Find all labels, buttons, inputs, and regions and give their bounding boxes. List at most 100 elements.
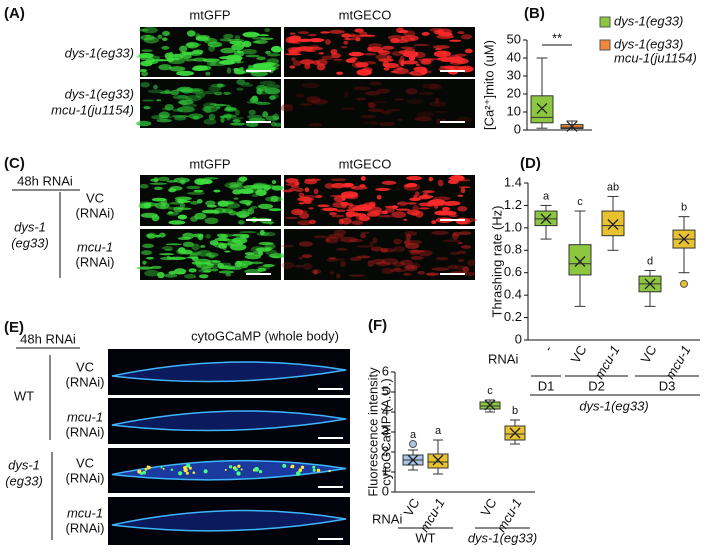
organelle (316, 58, 328, 66)
organelle (223, 33, 234, 39)
organelle (457, 258, 465, 263)
header: 48h RNAi (17, 173, 73, 188)
mean-marker (607, 219, 619, 230)
organelle (313, 269, 319, 275)
organelle (158, 253, 175, 256)
organelle (220, 47, 236, 54)
organelle (138, 52, 154, 58)
organelle (244, 81, 250, 85)
organelle (367, 260, 374, 268)
organelle (429, 101, 447, 107)
organelle (202, 105, 219, 113)
organelle (349, 257, 362, 261)
organelle (243, 32, 261, 37)
organelle (345, 211, 353, 219)
organelle (158, 232, 166, 238)
organelle (239, 231, 257, 234)
organelle (329, 29, 345, 34)
organelle (177, 99, 194, 105)
organelle (140, 250, 153, 256)
organelle (168, 220, 186, 225)
organelle (295, 93, 305, 98)
organelle (354, 28, 364, 33)
signal-spot (224, 468, 227, 471)
organelle (429, 28, 444, 33)
organelle (240, 83, 254, 87)
organelle (268, 208, 282, 212)
organelle (238, 220, 245, 225)
organelle (416, 111, 435, 118)
organelle (332, 58, 344, 61)
organelle (301, 82, 320, 89)
organelle (265, 246, 273, 251)
organelle (239, 66, 244, 71)
organelle (436, 57, 449, 62)
organelle (404, 183, 410, 188)
organelle (261, 221, 275, 224)
organelle (368, 102, 377, 109)
y-tick-label: 1.2 (504, 197, 522, 212)
organelle (383, 67, 390, 71)
organelle (331, 214, 345, 218)
organelle (410, 262, 421, 269)
organelle (308, 123, 323, 127)
organelle (205, 200, 216, 206)
organelle (157, 176, 170, 182)
organelle (360, 233, 366, 239)
organelle (414, 191, 420, 197)
organelle (162, 30, 170, 37)
organelle (458, 231, 472, 236)
organelle (340, 191, 359, 198)
organelle (299, 212, 310, 220)
organelle (308, 219, 317, 225)
organelle (136, 266, 154, 270)
y-tick-label: 1 (382, 463, 389, 478)
organelle (208, 86, 221, 92)
organelle (408, 249, 425, 253)
organelle (265, 115, 280, 121)
organelle (186, 191, 205, 195)
organelle (186, 30, 196, 37)
row-label: (RNAi) (66, 374, 105, 389)
organelle (179, 72, 185, 76)
organelle (247, 207, 255, 215)
panel-label: (F) (368, 317, 387, 334)
organelle (256, 63, 264, 69)
organelle (235, 109, 240, 116)
organelle (442, 239, 460, 243)
organelle (219, 56, 235, 60)
organelle (324, 183, 335, 189)
organelle (369, 81, 382, 86)
organelle (414, 116, 432, 122)
mean-marker (566, 120, 578, 132)
signal-spot (160, 466, 163, 469)
organelle (381, 180, 397, 185)
group-label: dys-1(eg33) (468, 530, 537, 545)
y-axis-label: cytoGCaMP (A.U.) (378, 378, 393, 485)
organelle (136, 120, 152, 127)
organelle (226, 267, 242, 270)
organelle (330, 48, 338, 55)
organelle (247, 114, 263, 119)
organelle (259, 229, 265, 236)
organelle (311, 99, 329, 105)
signal-spot (237, 464, 241, 468)
row-label: (RNAi) (76, 205, 115, 220)
organelle (364, 91, 381, 96)
organelle (355, 37, 361, 42)
organelle (351, 220, 364, 225)
organelle (271, 45, 282, 53)
signal-spot (147, 465, 151, 470)
organelle (214, 237, 230, 242)
organelle (208, 45, 216, 52)
organelle (233, 197, 239, 200)
organelle (160, 256, 175, 261)
organelle (328, 256, 337, 260)
y-axis-label: Fluorescence intensity (365, 367, 380, 497)
organelle (378, 121, 396, 126)
organelle (394, 98, 405, 101)
row-label: (RNAi) (76, 254, 115, 269)
organelle (284, 53, 302, 56)
strain-label: WT (14, 388, 34, 403)
organelle (328, 233, 345, 239)
